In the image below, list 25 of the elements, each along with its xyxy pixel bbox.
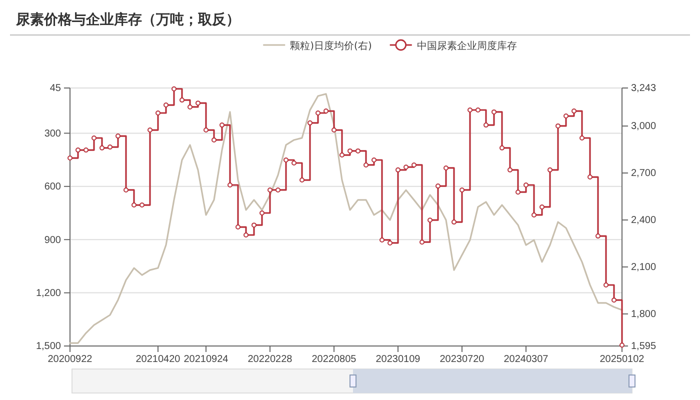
x-tick-label: 20230720 <box>440 354 485 366</box>
y2-tick-label: 1,800 <box>631 309 656 320</box>
y2-tick-label: 3,243 <box>631 83 656 94</box>
y-tick-label: 300 <box>44 128 62 140</box>
y-tick-label: 45 <box>50 83 62 94</box>
y-tick-label: 1,500 <box>36 341 62 352</box>
y2-tick-label: 3,000 <box>631 121 656 132</box>
legend-label: 颗粒)日度均价(右) <box>290 40 372 52</box>
y-tick-label: 900 <box>44 234 62 246</box>
x-tick-label: 20250102 <box>600 354 645 366</box>
y2-tick-label: 2,700 <box>631 168 656 180</box>
y2-tick-label: 1,595 <box>631 341 656 352</box>
x-tick-label: 20200922 <box>48 354 93 366</box>
x-tick-label: 20210420 <box>136 354 181 366</box>
chart-title: 尿素价格与企业库存（万吨；取反） <box>15 11 240 28</box>
x-tick-label: 20210924 <box>184 354 229 366</box>
y2-tick-label: 2,400 <box>631 215 656 226</box>
x-tick-label: 20230109 <box>376 354 421 366</box>
y-tick-label: 600 <box>44 182 62 193</box>
y-tick-label: 1,200 <box>36 288 62 300</box>
x-tick-label: 20220228 <box>248 354 293 366</box>
x-tick-label: 20240307 <box>504 354 549 366</box>
legend-label: 中国尿素企业周度库存 <box>416 40 517 52</box>
y2-tick-label: 2,100 <box>631 262 656 274</box>
x-tick-label: 20220805 <box>312 354 357 366</box>
